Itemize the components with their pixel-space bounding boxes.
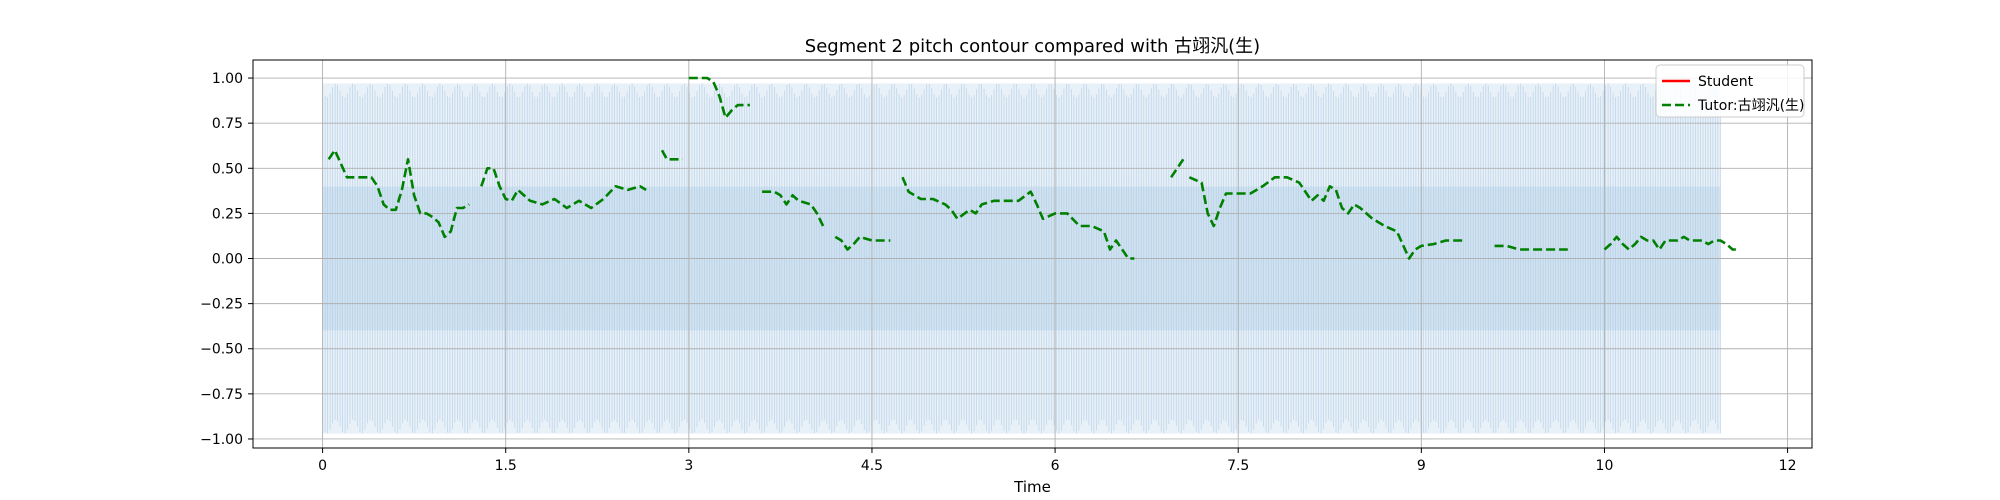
tutor-pitch-line (688, 76, 750, 119)
tutor-pitch-line (1188, 176, 1465, 260)
tutor-pitch-line (834, 235, 891, 251)
x-tick-label: 12 (1779, 458, 1797, 474)
y-tick-label: −0.25 (200, 297, 243, 313)
legend: Student Tutor:古翊汎(生) (1655, 64, 1805, 118)
x-tick-label: 3 (684, 458, 693, 474)
y-tick-label: 0.75 (212, 116, 243, 132)
y-tick-label: 0.50 (212, 161, 243, 177)
tutor-pitch-line (660, 149, 683, 161)
chart-title: Segment 2 pitch contour compared with 古翊… (805, 36, 1260, 57)
y-tick-label: −0.75 (200, 387, 243, 403)
legend-entry-label: Student (1698, 74, 1754, 90)
plot-area (248, 59, 1813, 453)
y-tick-label: −1.00 (200, 432, 243, 448)
legend-box (1655, 64, 1805, 118)
tutor-pitch-line (901, 176, 1135, 260)
tutor-pitch-line (1603, 235, 1739, 251)
x-tick-label: 4.5 (861, 458, 883, 474)
y-tick-label: −0.50 (200, 342, 243, 358)
x-tick-label: 7.5 (1227, 458, 1249, 474)
y-tick-label: 0.25 (212, 206, 243, 222)
tutor-pitch-line (762, 190, 825, 227)
x-tick-label: 9 (1417, 458, 1426, 474)
x-tick-label: 10 (1596, 458, 1614, 474)
y-tick-label: 0.00 (212, 252, 243, 268)
x-tick-label: 0 (318, 458, 327, 474)
y-tick-label: 1.00 (212, 71, 243, 87)
tutor-pitch-line (1170, 158, 1185, 179)
tutor-pitch-line (327, 148, 470, 239)
x-axis-label: Time (1013, 478, 1051, 496)
legend-entry-label: Tutor:古翊汎(生) (1697, 98, 1805, 114)
axes-frame (252, 59, 1813, 449)
x-tick-label: 6 (1051, 458, 1060, 474)
x-tick-label: 1.5 (495, 458, 517, 474)
tutor-pitch-line (480, 167, 647, 210)
